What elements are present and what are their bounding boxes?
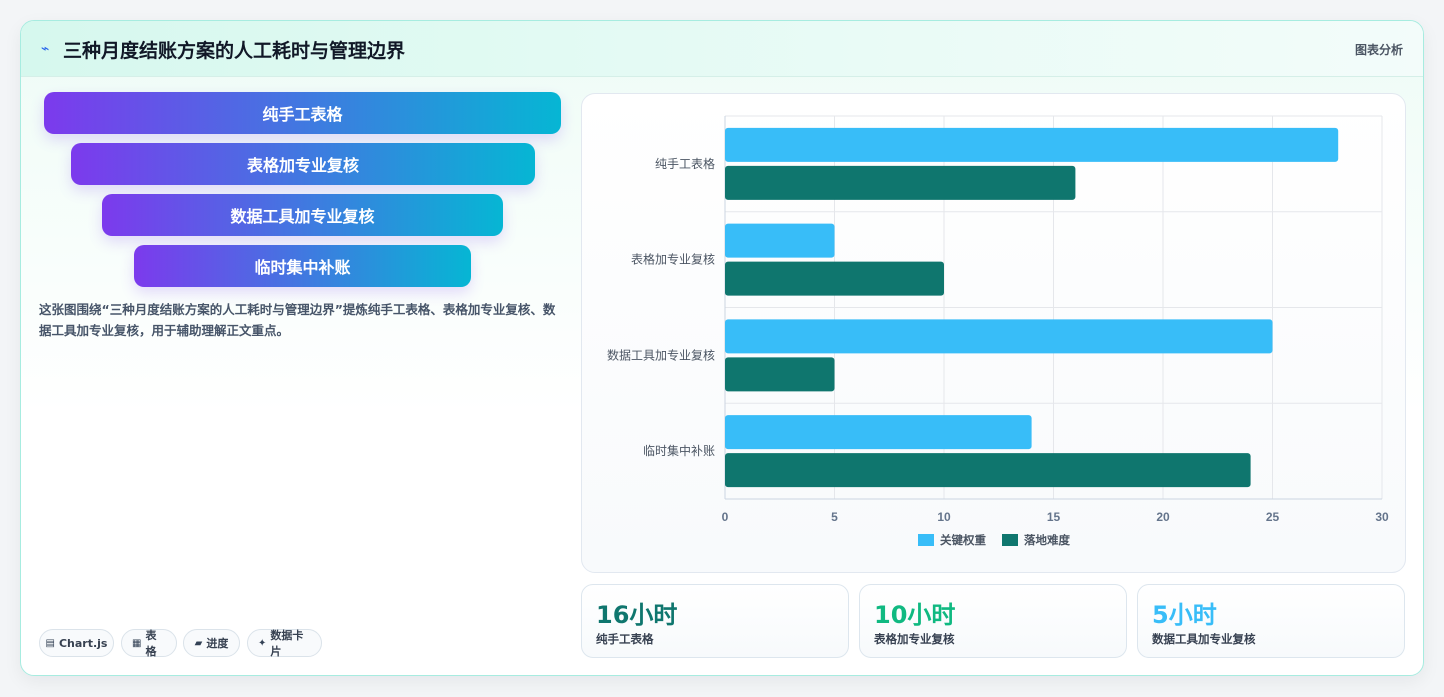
chart-panel: 0 5 10 15 20 25 30 纯手工表格表格加专业复核数据工具加专业复核临时集中补账关… <box>581 93 1406 573</box>
legend-label: 关键权重 <box>940 533 986 547</box>
bar-difficulty <box>725 165 1076 200</box>
chip-chartjs[interactable]: ▤ Chart.js <box>39 629 114 657</box>
y-tick-label: 纯手工表格 <box>655 156 715 171</box>
x-tick-label: 5 <box>831 510 838 524</box>
page-title: 三种月度结账方案的人工耗时与管理边界 <box>63 40 406 62</box>
y-tick-label: 数据工具加专业复核 <box>607 347 715 362</box>
x-tick-label: 10 <box>937 510 951 524</box>
chart-icon: ▤ <box>45 637 55 649</box>
legend-swatch <box>1002 534 1018 546</box>
kpi-value: 5小时 <box>1152 601 1217 629</box>
sparkle-icon: ✦ <box>258 637 267 649</box>
chart-icon: ⌁ <box>41 41 50 57</box>
y-tick-label: 表格加专业复核 <box>631 252 715 267</box>
bar-key-weight <box>725 223 835 258</box>
legend-swatch <box>918 534 934 546</box>
kpi-label: 表格加专业复核 <box>874 632 955 646</box>
chip-table[interactable]: ▦ 表格 <box>121 629 177 658</box>
bar-difficulty <box>725 357 835 392</box>
legend-label: 落地难度 <box>1024 533 1070 547</box>
kpi-label: 数据工具加专业复核 <box>1152 632 1256 646</box>
kpi-card-1: 16小时 纯手工表格 <box>581 584 849 658</box>
kpi-label: 纯手工表格 <box>596 632 654 646</box>
funnel-step-4: 临时集中补账 <box>134 245 471 287</box>
bar-key-weight <box>725 415 1032 450</box>
header-meta-label: 图表分析 <box>1354 43 1403 57</box>
kpi-value: 10小时 <box>874 601 956 629</box>
main-card: ⌁ 三种月度结账方案的人工耗时与管理边界 图表分析 纯手工表格 表格加专业复核 … <box>20 20 1424 676</box>
kpi-card-2: 10小时 表格加专业复核 <box>859 584 1127 658</box>
bar-key-weight <box>725 127 1339 162</box>
x-tick-label: 15 <box>1047 510 1061 524</box>
table-icon: ▦ <box>132 637 142 649</box>
chip-label: Chart.js <box>58 636 108 650</box>
bar-difficulty <box>725 453 1251 488</box>
card-header: ⌁ 三种月度结账方案的人工耗时与管理边界 图表分析 <box>21 21 1423 77</box>
chart-description: 这张图围绕“三种月度结账方案的人工耗时与管理边界”提炼纯手工表格、表格加专业复核… <box>39 302 556 338</box>
chip-label: 表格 <box>145 629 157 658</box>
progress-icon: ▰ <box>194 637 203 649</box>
funnel-step-3: 数据工具加专业复核 <box>102 194 503 236</box>
funnel-step-1: 纯手工表格 <box>44 92 561 134</box>
chip-label: 进度 <box>206 637 229 650</box>
x-tick-label: 30 <box>1375 510 1389 524</box>
chip-progress[interactable]: ▰ 进度 <box>183 629 240 657</box>
bar-chart: 0 5 10 15 20 25 30 纯手工表格表格加专业复核数据工具加专业复核临时集中补账关… <box>607 115 1389 547</box>
funnel-step-2: 表格加专业复核 <box>71 143 535 185</box>
bar-key-weight <box>725 319 1273 354</box>
kpi-card-3: 5小时 数据工具加专业复核 <box>1137 584 1405 658</box>
y-tick-label: 临时集中补账 <box>643 443 715 458</box>
x-tick-label: 0 <box>722 510 729 524</box>
chip-data-card[interactable]: ✦ 数据卡片 <box>247 629 322 658</box>
chip-label: 数据卡片 <box>270 629 304 658</box>
kpi-value: 16小时 <box>596 601 678 629</box>
bar-difficulty <box>725 261 944 296</box>
x-tick-label: 25 <box>1266 510 1280 524</box>
x-tick-label: 20 <box>1156 510 1170 524</box>
